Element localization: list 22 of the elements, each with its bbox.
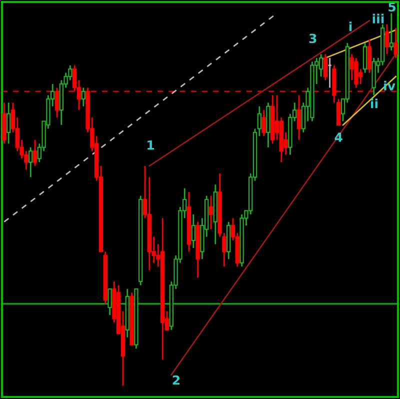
candlestick — [389, 12, 394, 52]
candlestick — [362, 42, 368, 74]
annotation: 3 — [309, 34, 316, 44]
candlestick — [262, 109, 266, 137]
candlestick — [28, 146, 33, 178]
candlestick — [394, 27, 398, 59]
annotation: iii — [372, 14, 384, 24]
annotation: ii — [371, 98, 378, 108]
candlestick — [367, 38, 372, 74]
annotation: 1 — [148, 140, 154, 150]
annotation: i — [349, 22, 352, 32]
annotation: 2 — [172, 375, 180, 385]
candlestick — [208, 195, 214, 230]
candlestick — [6, 102, 11, 144]
candlestick — [384, 24, 390, 55]
candlestick — [108, 288, 112, 316]
candlestick — [81, 87, 86, 108]
candlestick — [323, 53, 328, 81]
candlestick — [191, 214, 196, 249]
candlestick — [32, 139, 38, 167]
candlestick — [54, 87, 60, 118]
candlestick — [296, 94, 302, 141]
